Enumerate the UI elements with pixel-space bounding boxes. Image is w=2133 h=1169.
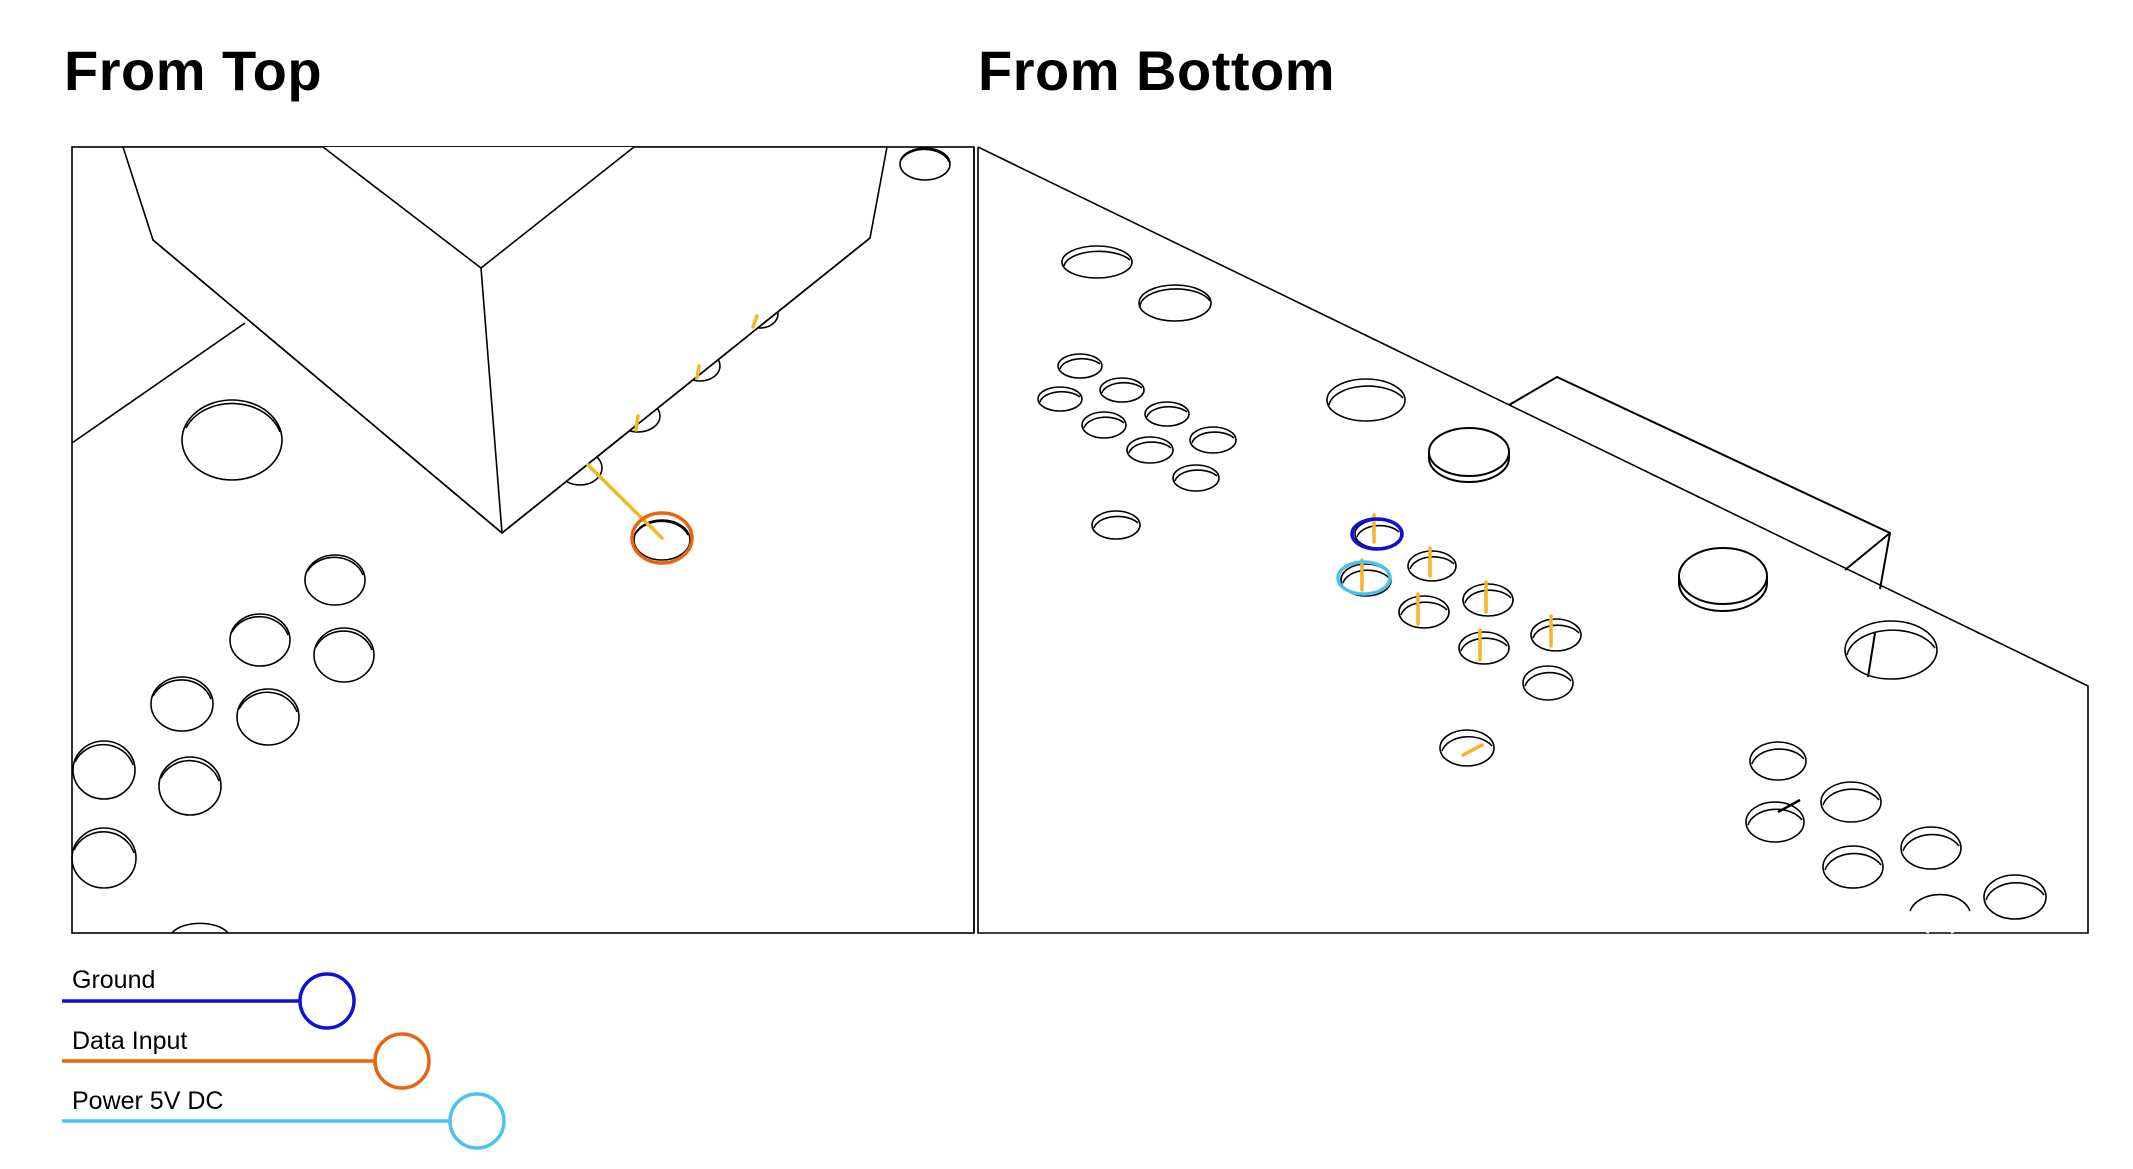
pins-top xyxy=(586,314,759,540)
ground-marker-bottom xyxy=(1350,517,1404,551)
board-holes-top xyxy=(71,147,951,934)
legend-data-circle xyxy=(373,1032,431,1090)
power-marker-bottom xyxy=(1336,560,1392,596)
legend-ground-circle xyxy=(298,972,356,1030)
legend-data-input-label: Data Input xyxy=(72,1027,188,1055)
legend-power-circle xyxy=(448,1092,506,1150)
pins-bottom xyxy=(1360,513,1553,757)
title-from-bottom: From Bottom xyxy=(978,39,1336,102)
board-outline-bottom xyxy=(977,146,2089,934)
data-input-wire-top xyxy=(586,463,664,540)
legend xyxy=(62,972,506,1150)
data-input-marker-top xyxy=(630,511,694,565)
board-edge-top xyxy=(71,322,246,444)
legend-ground-label: Ground xyxy=(72,966,156,994)
board-holes-bottom xyxy=(1037,245,2047,934)
header-edge-bottom xyxy=(1508,375,1892,590)
legend-power-label: Power 5V DC xyxy=(72,1087,224,1115)
panel-from-top xyxy=(71,146,975,934)
panel-from-bottom xyxy=(973,146,2089,934)
header-block xyxy=(121,146,888,535)
title-from-top: From Top xyxy=(64,39,323,102)
solder-pads-bottom xyxy=(1428,427,1768,612)
